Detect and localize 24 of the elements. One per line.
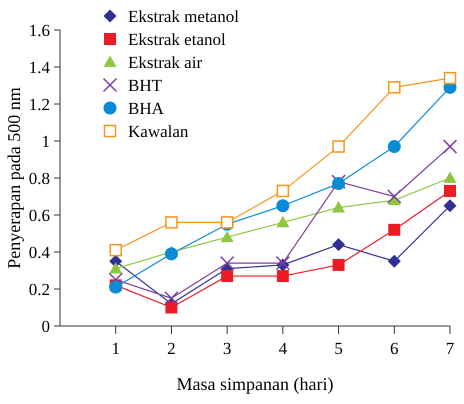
y-tick-label: 1.4: [28, 58, 50, 77]
legend-label: BHT: [128, 76, 163, 95]
legend-label: Kawalan: [128, 122, 189, 141]
legend-label: BHA: [128, 98, 165, 118]
y-tick-label: 0.4: [28, 242, 50, 262]
x-tick-label: 5: [334, 339, 343, 358]
legend-label: Ekstrak metanol: [128, 6, 240, 26]
x-tick-label: 6: [390, 339, 399, 358]
x-tick-label: 2: [167, 339, 176, 358]
y-tick-label: 0.2: [28, 280, 50, 299]
y-tick-label: 1.2: [28, 94, 50, 114]
x-tick-label: 1: [111, 339, 120, 358]
x-tick-label: 4: [278, 339, 288, 358]
y-tick-label: 0.8: [28, 168, 50, 188]
x-tick-label: 3: [222, 339, 232, 358]
x-axis-title: Masa simpanan (hari): [176, 374, 334, 394]
legend-label: Ekstrak etanol: [128, 30, 226, 49]
y-tick-label: 1: [42, 132, 50, 151]
x-tick-label: 7: [446, 339, 455, 358]
legend-label: Ekstrak air: [128, 52, 202, 72]
y-tick-label: 0: [42, 316, 50, 336]
y-tick-label: 0.6: [28, 206, 50, 225]
y-axis-title: Penyerapan pada 500 nm: [4, 87, 24, 269]
y-tick-label: 1.6: [28, 20, 50, 40]
